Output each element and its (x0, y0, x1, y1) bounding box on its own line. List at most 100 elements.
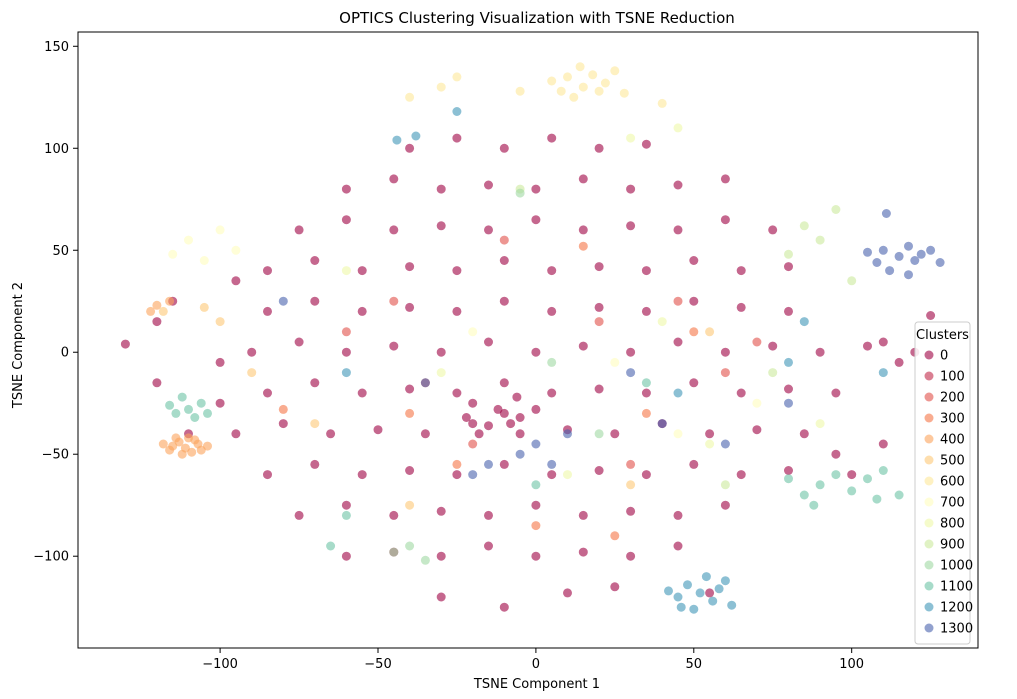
data-point (389, 296, 399, 306)
data-point (657, 419, 667, 429)
data-point (752, 398, 762, 408)
data-point (341, 266, 351, 276)
data-point (499, 378, 509, 388)
data-point (468, 470, 478, 480)
data-point (168, 249, 178, 259)
y-tick-label: 50 (52, 244, 69, 259)
data-point (641, 388, 651, 398)
data-point (784, 474, 793, 484)
data-point (673, 123, 683, 133)
data-point (872, 494, 882, 504)
data-point (310, 459, 320, 469)
data-point (499, 602, 509, 612)
data-point (547, 133, 557, 143)
data-point (184, 404, 193, 414)
data-point (474, 429, 484, 439)
data-point (341, 500, 351, 510)
data-point (683, 580, 692, 590)
legend-entry-label: 900 (940, 538, 965, 553)
data-point (784, 262, 793, 272)
data-point (515, 86, 525, 96)
data-point (673, 180, 683, 190)
data-point (215, 225, 225, 235)
data-point (673, 296, 683, 306)
data-point (916, 249, 926, 259)
data-point (357, 388, 367, 398)
data-point (847, 470, 857, 480)
data-point (506, 419, 516, 429)
data-point (231, 429, 241, 439)
data-point (184, 235, 193, 245)
data-point (894, 490, 904, 500)
data-point (263, 306, 272, 316)
legend-entry-label: 1000 (940, 559, 973, 574)
data-point (594, 466, 604, 475)
legend-entry-label: 800 (940, 517, 965, 532)
data-point (705, 429, 715, 439)
data-point (436, 82, 446, 92)
data-point (515, 429, 525, 439)
data-point (231, 276, 241, 286)
data-point (341, 327, 351, 337)
data-point (673, 510, 683, 520)
data-point (872, 258, 882, 267)
data-point (563, 72, 572, 82)
data-point (720, 576, 730, 586)
data-point (341, 510, 351, 520)
legend-marker (924, 518, 934, 528)
legend-marker (924, 350, 934, 360)
data-point (610, 582, 620, 592)
data-point (736, 470, 746, 480)
x-tick-label: −50 (364, 657, 391, 672)
data-point (165, 445, 175, 455)
data-point (531, 500, 541, 510)
data-point (878, 245, 888, 255)
plot-area (120, 62, 945, 614)
legend-marker (924, 539, 934, 549)
data-point (689, 256, 699, 265)
data-point (484, 459, 493, 469)
data-point (436, 368, 446, 378)
data-point (689, 327, 699, 337)
data-point (247, 368, 257, 378)
data-point (610, 357, 620, 367)
data-point (784, 306, 793, 316)
data-point (436, 551, 446, 561)
x-tick-label: 0 (532, 657, 540, 672)
data-point (720, 347, 730, 357)
y-axis: −100 −50 0 50 100 150 (33, 40, 78, 565)
data-point (752, 337, 762, 347)
data-point (588, 70, 598, 80)
data-point (263, 388, 272, 398)
data-point (626, 133, 636, 143)
legend-entry-label: 500 (940, 454, 965, 469)
data-point (294, 510, 304, 520)
data-point (389, 547, 399, 557)
data-point (468, 439, 478, 449)
data-point (341, 184, 351, 194)
data-point (203, 441, 212, 451)
data-point (641, 139, 651, 149)
data-point (547, 76, 557, 86)
data-point (736, 266, 746, 276)
data-point (484, 180, 493, 190)
data-point (120, 339, 130, 349)
data-point (468, 398, 478, 408)
data-point (563, 470, 572, 480)
data-point (171, 408, 181, 418)
legend-marker (924, 602, 934, 612)
data-point (626, 480, 636, 490)
legend-marker (924, 392, 934, 402)
legend-entry-label: 700 (940, 496, 965, 511)
data-point (215, 357, 225, 367)
data-point (926, 311, 936, 320)
data-point (578, 82, 588, 92)
data-point (436, 592, 446, 602)
data-point (484, 421, 493, 431)
data-point (389, 341, 399, 351)
data-point (878, 466, 888, 475)
legend-entry-label: 1100 (940, 580, 973, 595)
y-tick-label: 0 (61, 346, 69, 361)
data-point (310, 296, 320, 306)
data-point (784, 398, 793, 408)
